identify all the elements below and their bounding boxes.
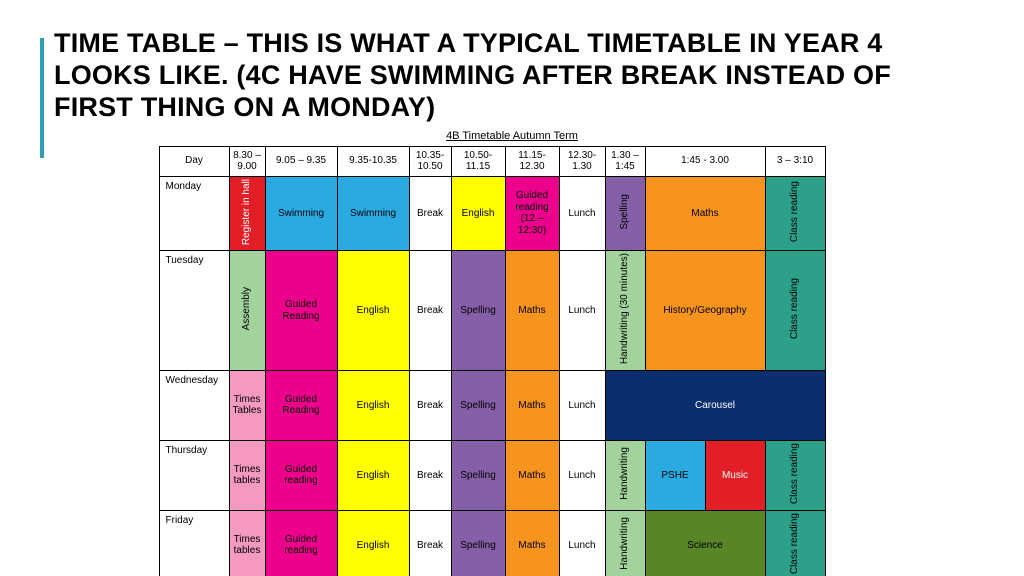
col-header: Day xyxy=(159,146,229,176)
slide-title: TIME TABLE – THIS IS WHAT A TYPICAL TIME… xyxy=(40,28,934,124)
period-cell: Maths xyxy=(505,251,559,371)
period-cell: Science xyxy=(645,510,765,576)
col-header: 9.05 – 9.35 xyxy=(265,146,337,176)
period-cell: Class reading xyxy=(765,176,825,251)
period-cell: Lunch xyxy=(559,176,605,251)
period-cell: Guided Reading xyxy=(265,251,337,371)
period-cell: Break xyxy=(409,251,451,371)
period-cell: Lunch xyxy=(559,510,605,576)
period-cell: Swimming xyxy=(337,176,409,251)
day-cell: Friday xyxy=(159,510,229,576)
period-cell: Carousel xyxy=(605,370,825,440)
period-cell: Lunch xyxy=(559,370,605,440)
col-header: 12.30-1.30 xyxy=(559,146,605,176)
period-cell: Maths xyxy=(645,176,765,251)
col-header: 3 – 3:10 xyxy=(765,146,825,176)
period-cell: Break xyxy=(409,440,451,510)
period-cell: English xyxy=(337,510,409,576)
period-cell: Swimming xyxy=(265,176,337,251)
period-cell: Class reading xyxy=(765,510,825,576)
period-cell: Guided reading xyxy=(265,510,337,576)
period-cell: Guided reading xyxy=(265,440,337,510)
period-cell: Times Tables xyxy=(229,370,265,440)
day-cell: Monday xyxy=(159,176,229,251)
timetable-row: ThursdayTimes tablesGuided readingEnglis… xyxy=(159,440,865,510)
period-cell: Handwriting (30 minutes) xyxy=(605,251,645,371)
timetable: Day8.30 – 9.009.05 – 9.359.35-10.3510.35… xyxy=(159,146,866,576)
day-cell: Wednesday xyxy=(159,370,229,440)
slide: TIME TABLE – THIS IS WHAT A TYPICAL TIME… xyxy=(0,0,1024,576)
period-cell: PSHE xyxy=(645,440,705,510)
period-cell: Spelling xyxy=(451,510,505,576)
timetable-row: TuesdayAssemblyGuided ReadingEnglishBrea… xyxy=(159,251,865,371)
col-header: 10.35-10.50 xyxy=(409,146,451,176)
period-cell: Lunch xyxy=(559,440,605,510)
period-cell: English xyxy=(451,176,505,251)
timetable-row: FridayTimes tablesGuided readingEnglishB… xyxy=(159,510,865,576)
period-cell: Class reading xyxy=(765,440,825,510)
period-cell: Assembly xyxy=(229,251,265,371)
accent-bar xyxy=(40,38,44,158)
period-cell: Spelling xyxy=(451,251,505,371)
period-cell: Guided Reading xyxy=(265,370,337,440)
table-caption: 4B Timetable Autumn Term xyxy=(40,130,984,142)
day-cell: Thursday xyxy=(159,440,229,510)
col-header: 1.30 – 1:45 xyxy=(605,146,645,176)
period-cell: English xyxy=(337,440,409,510)
period-cell: Handwriting xyxy=(605,440,645,510)
period-cell: Maths xyxy=(505,440,559,510)
period-cell: Times tables xyxy=(229,510,265,576)
col-header: 11.15-12.30 xyxy=(505,146,559,176)
period-cell: Times tables xyxy=(229,440,265,510)
period-cell: Spelling xyxy=(451,440,505,510)
period-cell: Music xyxy=(705,440,765,510)
period-cell: Guided reading (12 – 12:30) xyxy=(505,176,559,251)
header-row: Day8.30 – 9.009.05 – 9.359.35-10.3510.35… xyxy=(159,146,865,176)
period-cell: History/Geography xyxy=(645,251,765,371)
timetable-row: WednesdayTimes TablesGuided ReadingEngli… xyxy=(159,370,865,440)
period-cell: Break xyxy=(409,510,451,576)
period-cell: Lunch xyxy=(559,251,605,371)
col-header: 9.35-10.35 xyxy=(337,146,409,176)
col-header: 1:45 - 3.00 xyxy=(645,146,765,176)
period-cell: Break xyxy=(409,176,451,251)
period-cell: English xyxy=(337,370,409,440)
period-cell: Spelling xyxy=(605,176,645,251)
timetable-row: MondayRegister in hallSwimmingSwimmingBr… xyxy=(159,176,865,251)
day-cell: Tuesday xyxy=(159,251,229,371)
period-cell: Maths xyxy=(505,510,559,576)
col-header: 8.30 – 9.00 xyxy=(229,146,265,176)
period-cell: Maths xyxy=(505,370,559,440)
period-cell: Handwriting xyxy=(605,510,645,576)
period-cell: Class reading xyxy=(765,251,825,371)
period-cell: Break xyxy=(409,370,451,440)
col-header: 10.50-11.15 xyxy=(451,146,505,176)
period-cell: English xyxy=(337,251,409,371)
period-cell: Register in hall xyxy=(229,176,265,251)
period-cell: Spelling xyxy=(451,370,505,440)
